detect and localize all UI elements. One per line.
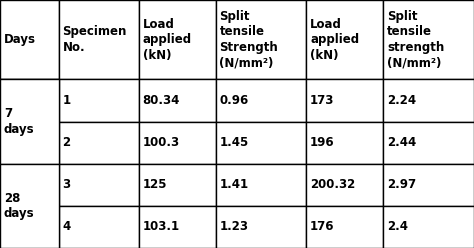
Bar (383, 0, 474, 79)
Bar (306, 79, 383, 122)
Text: Specimen
No.: Specimen No. (63, 26, 127, 54)
Text: 28
days: 28 days (4, 192, 35, 220)
Bar (59, 122, 139, 164)
Text: 1.41: 1.41 (219, 178, 248, 191)
Text: 3: 3 (63, 178, 71, 191)
Text: 4: 4 (63, 220, 71, 233)
Bar (306, 122, 383, 164)
Bar (139, 206, 216, 248)
Text: 2: 2 (63, 136, 71, 149)
Bar (139, 79, 216, 122)
Text: 2.44: 2.44 (387, 136, 416, 149)
Bar (306, 206, 383, 248)
Text: 80.34: 80.34 (143, 94, 180, 107)
Bar (383, 206, 474, 248)
Text: 1.45: 1.45 (219, 136, 249, 149)
Bar (216, 164, 306, 206)
Text: 2.4: 2.4 (387, 220, 408, 233)
Bar (139, 122, 216, 164)
Bar (59, 164, 139, 206)
Text: 125: 125 (143, 178, 167, 191)
Text: Split
tensile
strength
(N/mm²): Split tensile strength (N/mm²) (387, 10, 444, 69)
Text: Split
tensile
Strength
(N/mm²): Split tensile Strength (N/mm²) (219, 10, 278, 69)
Text: 176: 176 (310, 220, 335, 233)
Text: 1: 1 (63, 94, 71, 107)
Bar (0, 206, 59, 248)
Bar (0, 122, 59, 164)
Text: Days: Days (4, 33, 36, 46)
Bar (216, 79, 306, 122)
Bar (383, 79, 474, 122)
Text: 200.32: 200.32 (310, 178, 356, 191)
Bar (216, 206, 306, 248)
Text: 173: 173 (310, 94, 335, 107)
Bar (139, 164, 216, 206)
Bar (216, 122, 306, 164)
Bar (139, 0, 216, 79)
Bar (59, 0, 139, 79)
Bar (0, 0, 59, 79)
Bar (383, 122, 474, 164)
Text: 0.96: 0.96 (219, 94, 249, 107)
Bar (306, 0, 383, 79)
Bar (0, 164, 59, 248)
Bar (0, 79, 59, 122)
Text: Load
applied
(kN): Load applied (kN) (310, 18, 359, 62)
Text: 7
days: 7 days (4, 107, 35, 136)
Text: 2.24: 2.24 (387, 94, 416, 107)
Text: 1.23: 1.23 (219, 220, 248, 233)
Bar (0, 79, 59, 164)
Text: 2.97: 2.97 (387, 178, 416, 191)
Text: 103.1: 103.1 (143, 220, 180, 233)
Bar (383, 164, 474, 206)
Text: Load
applied
(kN): Load applied (kN) (143, 18, 191, 62)
Bar (59, 206, 139, 248)
Bar (216, 0, 306, 79)
Text: 100.3: 100.3 (143, 136, 180, 149)
Bar (59, 79, 139, 122)
Bar (306, 164, 383, 206)
Bar (0, 164, 59, 206)
Text: 196: 196 (310, 136, 335, 149)
